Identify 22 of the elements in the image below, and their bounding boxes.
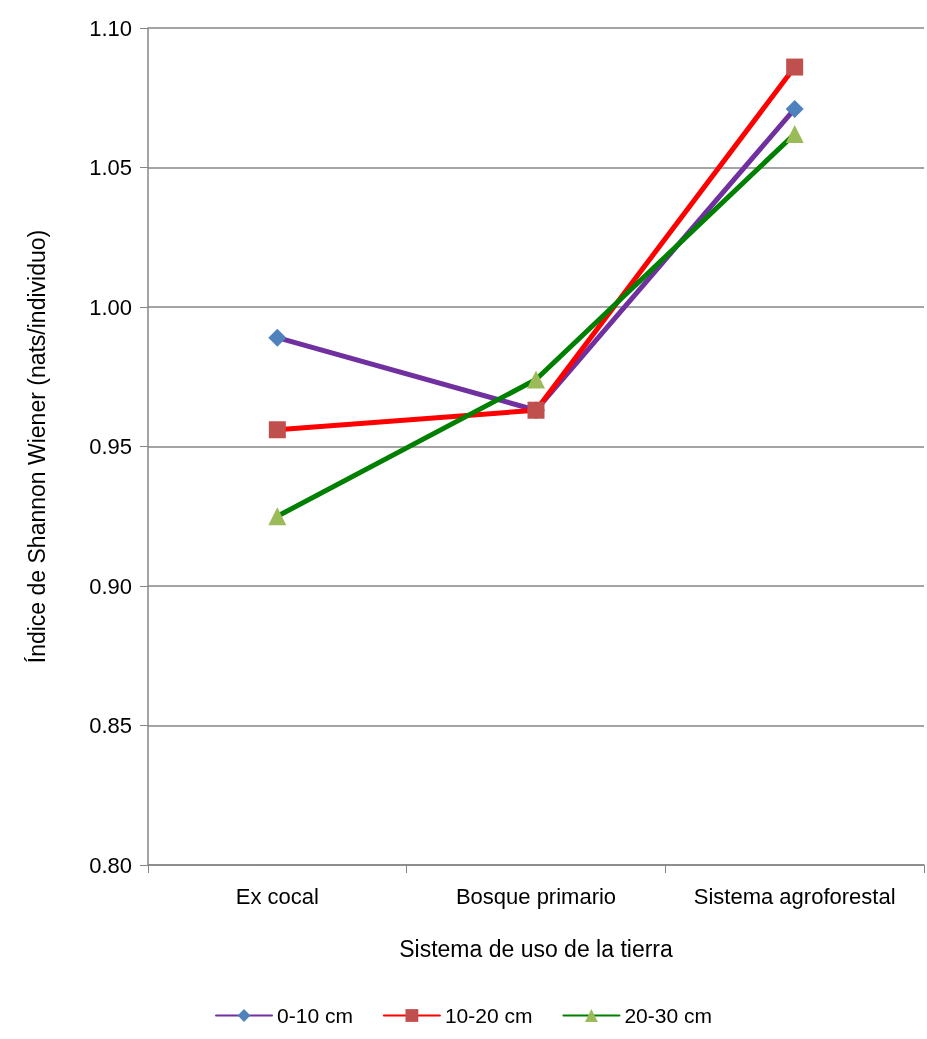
y-tick-label: 1.10 [89, 15, 132, 41]
y-tick-label: 0.95 [89, 434, 132, 459]
point [785, 125, 804, 144]
y-tick-label: 0.90 [89, 573, 132, 599]
point [527, 370, 545, 389]
legend-label: 10-20 cm [444, 1004, 533, 1027]
point [785, 99, 804, 118]
y-tick-label: 1.05 [89, 155, 132, 180]
x-axis-title: Sistema de uso de la tierra [399, 935, 673, 962]
x-tick-label: Bosque primario [455, 883, 617, 909]
legend-label: 20-30 cm [624, 1004, 712, 1027]
point [786, 58, 804, 76]
y-axis-title: Índice de Shannon Wiener (nats/individuo) [23, 229, 50, 664]
y-tick-label: 0.80 [89, 852, 132, 878]
y-tick-label: 0.85 [89, 713, 132, 738]
point [268, 507, 287, 526]
x-tick-label: Ex cocal [235, 883, 319, 909]
point [268, 421, 286, 439]
point [268, 328, 287, 347]
y-tick-label: 1.00 [89, 294, 132, 320]
legend-label: 0-10 cm [277, 1004, 353, 1027]
x-tick-label: Sistema agroforestal [693, 883, 896, 909]
